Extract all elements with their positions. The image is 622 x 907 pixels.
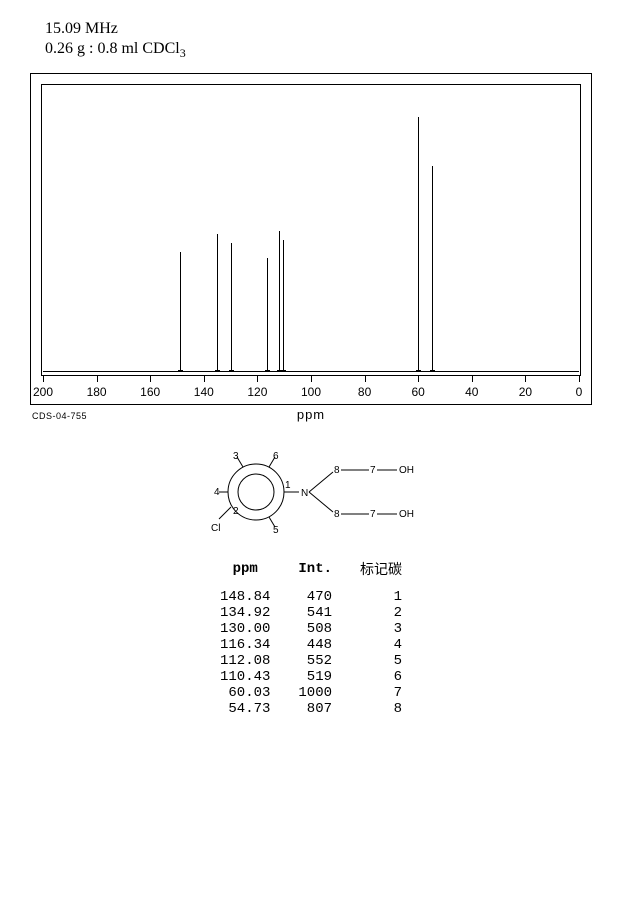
ring-5: 5 xyxy=(273,525,279,536)
cell-int: 1000 xyxy=(284,685,346,701)
cell-carbon: 8 xyxy=(346,701,416,717)
peak xyxy=(267,258,268,372)
cell-ppm: 116.34 xyxy=(206,637,284,653)
peak xyxy=(180,252,181,372)
chart-frame: 200180160140120100806040200 xyxy=(30,73,592,405)
cell-ppm: 54.73 xyxy=(206,701,284,717)
table-row: 134.925412 xyxy=(206,605,416,621)
spectrum-chart: 200180160140120100806040200 CDS-04-755 p… xyxy=(20,73,602,422)
inner-frame xyxy=(41,84,581,376)
peak xyxy=(432,166,433,372)
sample-header: 0.26 g : 0.8 ml CDCl3 xyxy=(45,40,602,61)
table-row: 112.085525 xyxy=(206,653,416,669)
tick-layer: 200180160140120100806040200 xyxy=(31,376,591,404)
atom-7b: 7 xyxy=(370,509,376,520)
cell-ppm: 112.08 xyxy=(206,653,284,669)
cell-carbon: 3 xyxy=(346,621,416,637)
ring-4: 4 xyxy=(214,487,220,498)
tick-label: 160 xyxy=(140,385,160,399)
tick-label: 40 xyxy=(465,385,478,399)
cell-int: 541 xyxy=(284,605,346,621)
tick-label: 0 xyxy=(576,385,583,399)
tick xyxy=(204,376,205,382)
table-row: 110.435196 xyxy=(206,669,416,685)
peak xyxy=(418,117,419,372)
atom-OHa: OH xyxy=(399,465,414,476)
baseline xyxy=(43,371,579,372)
cell-carbon: 4 xyxy=(346,637,416,653)
tick xyxy=(472,376,473,382)
tick-label: 140 xyxy=(194,385,214,399)
tick xyxy=(579,376,580,382)
tick xyxy=(311,376,312,382)
cell-ppm: 60.03 xyxy=(206,685,284,701)
col-carbon: 标记碳 xyxy=(346,557,416,589)
cell-int: 508 xyxy=(284,621,346,637)
molecule-structure: 1 2 3 4 5 6 N Cl 8 8 7 7 OH OH xyxy=(201,437,421,547)
table-row: 116.344484 xyxy=(206,637,416,653)
col-int: Int. xyxy=(284,557,346,589)
cell-carbon: 6 xyxy=(346,669,416,685)
table-body: 148.844701134.925412130.005083116.344484… xyxy=(206,589,416,717)
atom-OHb: OH xyxy=(399,509,414,520)
atom-N: N xyxy=(301,488,308,499)
cell-ppm: 130.00 xyxy=(206,621,284,637)
atom-8b: 8 xyxy=(334,509,340,520)
ring-3: 3 xyxy=(233,451,239,462)
ring-1: 1 xyxy=(285,480,291,491)
peak-table: ppm Int. 标记碳 148.844701134.925412130.005… xyxy=(206,557,416,717)
table-row: 60.0310007 xyxy=(206,685,416,701)
cell-int: 448 xyxy=(284,637,346,653)
cell-int: 470 xyxy=(284,589,346,605)
table-row: 148.844701 xyxy=(206,589,416,605)
cell-carbon: 1 xyxy=(346,589,416,605)
peak xyxy=(279,231,280,372)
sample-text: 0.26 g : 0.8 ml CDCl xyxy=(45,40,180,57)
ring-2: 2 xyxy=(233,506,239,517)
structure-svg: 1 2 3 4 5 6 N Cl 8 8 7 7 OH OH xyxy=(201,437,421,547)
cell-ppm: 110.43 xyxy=(206,669,284,685)
tick xyxy=(97,376,98,382)
atom-8a: 8 xyxy=(334,465,340,476)
cell-int: 552 xyxy=(284,653,346,669)
tick xyxy=(525,376,526,382)
tick-label: 100 xyxy=(301,385,321,399)
ring-6: 6 xyxy=(273,451,279,462)
col-ppm: ppm xyxy=(206,557,284,589)
tick-label: 60 xyxy=(412,385,425,399)
table-row: 130.005083 xyxy=(206,621,416,637)
tick-label: 20 xyxy=(519,385,532,399)
axis-label: ppm xyxy=(20,407,602,422)
tick xyxy=(365,376,366,382)
peak xyxy=(231,243,232,373)
cell-carbon: 5 xyxy=(346,653,416,669)
cell-carbon: 7 xyxy=(346,685,416,701)
peak xyxy=(283,240,284,372)
cell-ppm: 148.84 xyxy=(206,589,284,605)
tick-label: 120 xyxy=(247,385,267,399)
tick xyxy=(43,376,44,382)
freq-header: 15.09 MHz xyxy=(45,20,602,38)
tick-label: 200 xyxy=(33,385,53,399)
cell-carbon: 2 xyxy=(346,605,416,621)
peak xyxy=(217,234,218,372)
tick-label: 180 xyxy=(87,385,107,399)
tick-label: 80 xyxy=(358,385,371,399)
peak-table-wrap: ppm Int. 标记碳 148.844701134.925412130.005… xyxy=(171,557,451,717)
table-row: 54.738078 xyxy=(206,701,416,717)
tick xyxy=(150,376,151,382)
cell-ppm: 134.92 xyxy=(206,605,284,621)
sample-sub: 3 xyxy=(180,46,186,60)
tick xyxy=(257,376,258,382)
cell-int: 807 xyxy=(284,701,346,717)
atom-7a: 7 xyxy=(370,465,376,476)
tick xyxy=(418,376,419,382)
cell-int: 519 xyxy=(284,669,346,685)
table-header-row: ppm Int. 标记碳 xyxy=(206,557,416,589)
atom-Cl: Cl xyxy=(211,523,220,534)
